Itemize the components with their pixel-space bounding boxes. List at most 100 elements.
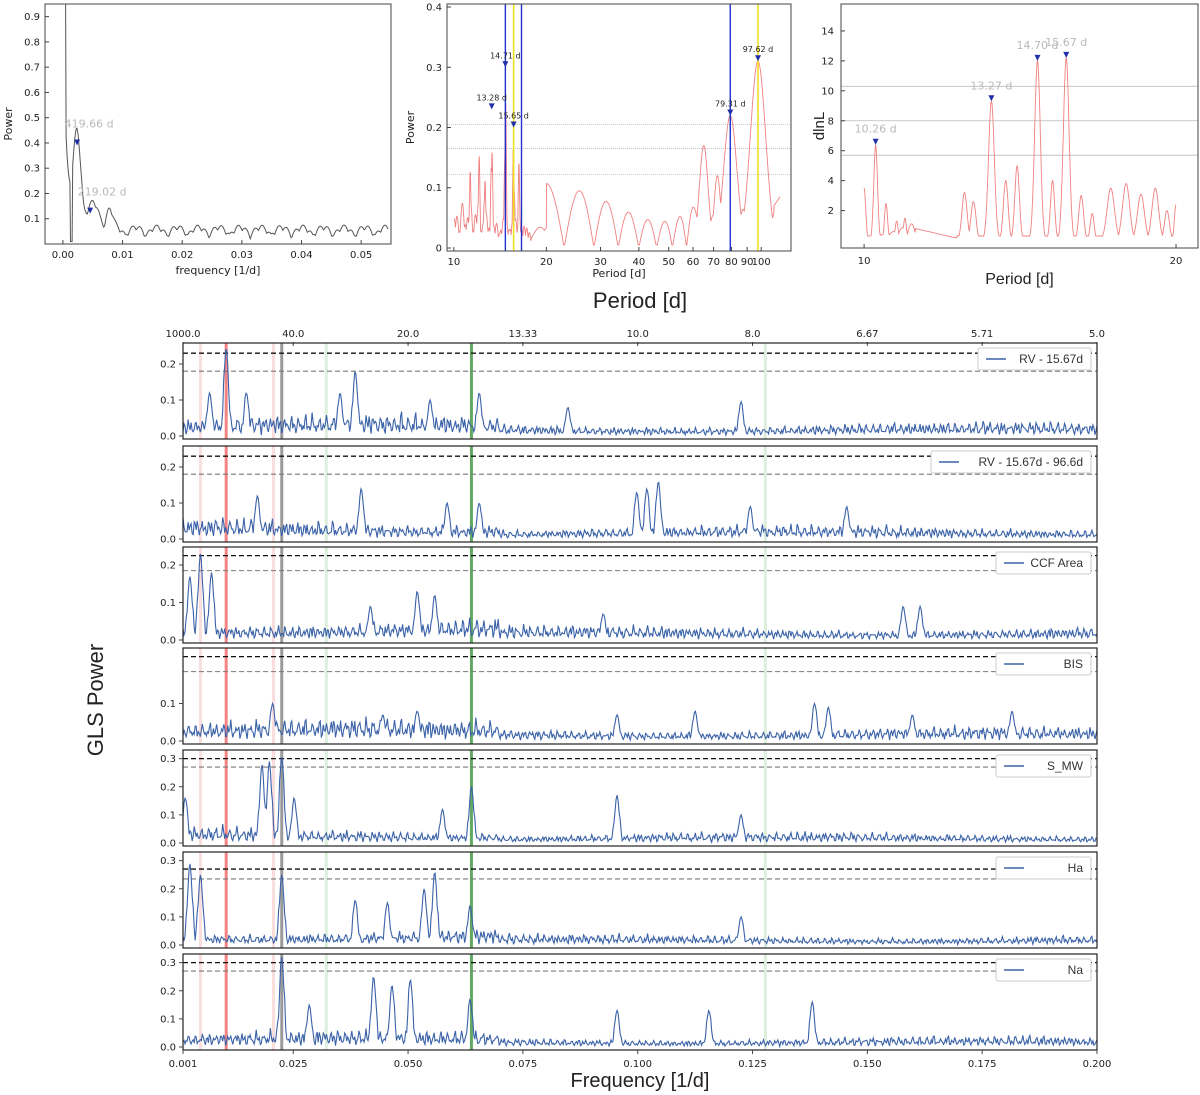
- legend-box: [995, 958, 1092, 982]
- y-tick-label: 0.8: [24, 37, 40, 48]
- legend-label: S_MW: [1047, 759, 1084, 773]
- top-tick-label: 8.0: [745, 329, 761, 340]
- gls-panel-3: 0.0 0.1 0.2 CCF Area: [160, 546, 1098, 647]
- y-tick-label: 0.1: [160, 598, 176, 609]
- y-tick-label: 0.3: [24, 164, 40, 175]
- gls-line: [182, 553, 1098, 641]
- legend-label: Na: [1068, 963, 1084, 977]
- y-tick-label: 0.7: [24, 63, 40, 74]
- y-tick-label: 2: [828, 206, 834, 217]
- gls-panel-1: 0.0 0.1 0.2 RV - 15.67d: [160, 342, 1098, 443]
- y-tick-label: 0.1: [426, 183, 442, 194]
- x-tick-label: 0.04: [290, 250, 312, 261]
- panel-dlnl-period: 10 20 2 4 6 8 10 12 14 Period [d] dlnL 10.26 d 13.27…: [811, 3, 1199, 288]
- x-tick-label: 60: [687, 257, 700, 268]
- y-tick-label: 0.1: [160, 912, 176, 923]
- x-tick-label: 0.02: [171, 250, 193, 261]
- peak-marker: [988, 95, 995, 102]
- peak-marker: [754, 55, 761, 62]
- y-tick-label: 0.2: [160, 782, 176, 793]
- plot-frame: [182, 445, 1098, 543]
- x-tick-label: 20: [540, 257, 553, 268]
- legend-label: Ha: [1068, 861, 1084, 875]
- x-tick-label: 0.200: [1083, 1059, 1112, 1070]
- y-tick-label: 0.3: [160, 754, 176, 765]
- x-tick-label: 90: [741, 257, 754, 268]
- plot-frame: [182, 647, 1098, 745]
- y-axis-label: GLS Power: [83, 644, 108, 757]
- legend-box: [995, 652, 1092, 676]
- x-tick-label: 100: [752, 257, 771, 268]
- plot-frame: [182, 342, 1098, 440]
- gls-line: [182, 701, 1098, 743]
- top-tick-label: 20.0: [397, 329, 419, 340]
- peak-marker: [87, 207, 94, 214]
- y-tick-label: 0.2: [160, 463, 176, 474]
- x-tick-label: 50: [662, 257, 675, 268]
- x-tick-label: 0.05: [350, 250, 372, 261]
- peak-label: 15.67 d: [1045, 36, 1087, 49]
- x-tick-label: 0.03: [231, 250, 253, 261]
- x-tick-label: 10: [447, 257, 460, 268]
- plot-frame: [182, 749, 1098, 847]
- x-tick-label: 0.075: [509, 1059, 538, 1070]
- y-tick-label: 0.0: [160, 535, 176, 546]
- top-tick-label: 5.71: [971, 329, 993, 340]
- x-axis-label: Period [d]: [592, 267, 645, 280]
- plot-frame: [182, 953, 1098, 1051]
- gls-line: [182, 757, 1098, 845]
- y-tick-label: 0.2: [160, 884, 176, 895]
- y-tick-label: 0.0: [160, 941, 176, 952]
- peak-marker: [872, 138, 879, 145]
- x-tick-label: 0.125: [738, 1059, 767, 1070]
- plot-frame: [44, 3, 392, 245]
- x-axis-label: Frequency [1/d]: [571, 1070, 710, 1092]
- x-tick-label: 0.150: [853, 1059, 882, 1070]
- legend-box: [995, 551, 1092, 575]
- x-tick-label: 10: [858, 256, 871, 267]
- y-tick-label: 0.2: [160, 561, 176, 572]
- peak-label: 10.26 d: [855, 123, 897, 136]
- peak-label: 13.27 d: [970, 79, 1012, 92]
- y-tick-label: 0: [436, 243, 442, 254]
- y-tick-label: 0.1: [160, 396, 176, 407]
- legend-box: [995, 754, 1092, 778]
- y-tick-label: 0.0: [160, 839, 176, 850]
- plot-frame: [446, 3, 792, 252]
- peak-label: 419.66 d: [65, 117, 114, 130]
- x-tick-label: 0.00: [52, 250, 74, 261]
- y-tick-label: 0.2: [24, 189, 40, 200]
- y-tick-label: 0.3: [160, 958, 176, 969]
- y-tick-label: 12: [821, 56, 834, 67]
- panel-frequency-periodogram: 0.00 0.01 0.02 0.03 0.04 0.05 0.1 0.2 0.3 0.4 0.5 0…: [2, 3, 392, 277]
- x-tick-label: 40: [633, 257, 646, 268]
- gls-line: [182, 481, 1098, 540]
- x-tick-label: 70: [707, 257, 720, 268]
- y-tick-label: 0.3: [426, 63, 442, 74]
- top-tick-label: 13.33: [509, 329, 538, 340]
- legend-label: RV - 15.67d: [1019, 352, 1083, 366]
- y-tick-label: 0.1: [160, 1014, 176, 1025]
- y-tick-label: 0.4: [426, 3, 442, 14]
- legend-box: [930, 450, 1092, 474]
- panel-gls-stack: Period [d] 1000.0 40.0 20.0 13.33 10.0 8.0 6.67…: [83, 288, 1111, 1092]
- gls-line: [182, 957, 1098, 1049]
- y-tick-label: 0.2: [160, 360, 176, 371]
- legend-box: [995, 856, 1092, 880]
- peak-label: 79.31 d: [715, 99, 746, 108]
- y-tick-label: 0.4: [24, 138, 40, 149]
- y-tick-label: 0.3: [160, 856, 176, 867]
- plot-frame: [840, 3, 1199, 249]
- y-tick-label: 10: [821, 86, 834, 97]
- gls-panel-7: 0.0 0.1 0.2 0.3 Na: [160, 953, 1098, 1054]
- legend-label: RV - 15.67d - 96.6d: [978, 455, 1083, 469]
- y-tick-label: 14: [821, 26, 834, 37]
- y-tick-label: 0.2: [426, 123, 442, 134]
- peak-label: 15.65 d: [498, 112, 529, 121]
- x-tick-label: 0.100: [623, 1059, 652, 1070]
- peak-marker: [1063, 51, 1070, 58]
- y-tick-label: 0.1: [24, 214, 40, 225]
- legend-box: [977, 347, 1092, 371]
